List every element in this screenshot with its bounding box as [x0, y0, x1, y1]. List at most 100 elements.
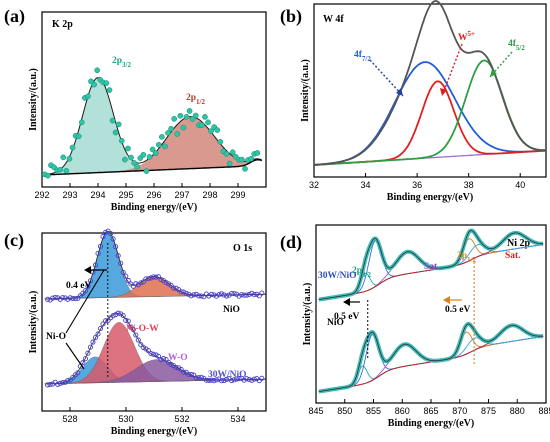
panel-a: 292 293 294 295 296 297 298 299 Binding energy/(…	[4, 6, 267, 213]
wnio-data-point	[120, 312, 126, 319]
nio-data-point	[113, 244, 119, 250]
x-tick-label: 528	[62, 414, 77, 424]
nio-data-point	[249, 290, 255, 296]
nio-data-point	[201, 294, 207, 300]
data-point	[45, 172, 51, 179]
wnio-data-point	[153, 352, 159, 358]
fit-4f52-line	[313, 59, 546, 166]
nio-data-point	[138, 280, 144, 286]
wnio-data-point	[259, 375, 265, 381]
wnio-data-point	[241, 377, 247, 383]
panel-b: 32 34 36 38 40 Binding energy/(eV) Intensity/(…	[280, 0, 547, 203]
nio-data-point	[133, 281, 139, 287]
data-point	[131, 160, 137, 166]
data-point	[122, 156, 128, 163]
data-point	[109, 117, 116, 124]
x-tick-label: 532	[174, 414, 189, 424]
wnio-data-point	[57, 380, 63, 386]
nio-data-point	[181, 289, 187, 295]
nio-data-point	[191, 292, 197, 298]
nio-data-point	[140, 279, 146, 285]
panel-a-title: K 2p	[52, 19, 73, 30]
x-tick-label: 885	[538, 406, 550, 416]
x-tick-label: 38	[464, 180, 474, 190]
nio-data-point	[97, 243, 104, 249]
x-tick-label: 36	[412, 180, 422, 190]
data-point	[162, 143, 168, 150]
nio-data-point	[45, 296, 51, 302]
nio-data-point	[155, 274, 162, 280]
wnio-data-point	[105, 317, 111, 323]
wnio-data-point	[148, 350, 154, 357]
wnio-data-point	[173, 364, 179, 371]
wnio-data-point	[82, 356, 88, 362]
data-point	[143, 168, 150, 174]
label-2p32: 2p3/2	[112, 56, 131, 69]
x-tick-label: 294	[90, 190, 105, 200]
fit-4f72-line	[313, 61, 547, 166]
data-point	[226, 160, 233, 167]
wnio-data-point	[158, 357, 164, 363]
wnio-data-point	[140, 344, 146, 350]
wnio-component-2	[44, 359, 266, 385]
label-30w-nio: 30W/NiO	[208, 370, 247, 380]
nio-data-point	[108, 230, 114, 237]
wnio-data-point	[206, 377, 212, 383]
wnio-data-point	[80, 360, 86, 366]
label-shift: 0.4 eV	[66, 281, 91, 291]
nio-data-point	[80, 290, 86, 296]
baseline-line	[41, 159, 263, 176]
nio-data-point	[50, 295, 56, 301]
x-axis-label: Binding energy/(eV)	[387, 192, 473, 203]
x-tick-label: 865	[423, 406, 438, 416]
data-point	[78, 119, 85, 126]
nio-data-point	[92, 262, 99, 268]
data-point	[180, 124, 187, 131]
data-point	[152, 150, 159, 156]
data-point	[199, 122, 205, 129]
wnio-data-point	[87, 344, 93, 350]
peak-2p12-area	[42, 116, 262, 175]
wnio-data-point	[155, 353, 162, 359]
wnio-data-point	[70, 375, 76, 381]
nio-data-point	[196, 293, 202, 299]
wnio-data-point	[198, 374, 204, 380]
nio-data-point	[77, 293, 83, 299]
data-point	[106, 87, 113, 93]
data-point	[214, 127, 221, 133]
x-tick-label: 880	[510, 406, 525, 416]
arrow-w5-head	[440, 88, 447, 96]
data-point	[165, 130, 171, 136]
nio-data-point	[163, 280, 169, 286]
wnio-data-point	[168, 361, 174, 368]
x-tick-label: 870	[452, 406, 467, 416]
label-ni-o-w: Ni-O-W	[126, 324, 159, 334]
data-point	[171, 116, 178, 122]
x-tick-label: 297	[174, 190, 189, 200]
data-point	[217, 139, 224, 145]
x-tick-label: 530	[118, 414, 133, 424]
nio-data-point	[241, 292, 247, 298]
wnio-data-point	[251, 376, 257, 382]
wnio-data-point	[125, 318, 131, 324]
nio-data-point	[145, 276, 151, 282]
wnio-data-point	[196, 375, 202, 381]
nio-data-point	[229, 290, 235, 297]
nio-envelope	[318, 323, 544, 392]
wnio-data-point	[231, 377, 237, 383]
nio-data-point	[173, 285, 179, 291]
nio-data-point	[62, 295, 68, 301]
label-2p12: 2p1/2	[186, 93, 205, 106]
wnio-data-point	[95, 331, 101, 337]
data-point	[118, 137, 125, 144]
label-shift-1: 0.5 eV	[334, 312, 359, 322]
nio-data-point	[123, 273, 129, 279]
panel-d-title: Ni 2p	[507, 238, 531, 249]
wnio-data-point	[47, 382, 53, 388]
panel-c: 528 530 532 534 Binding energy/(eV) Intensity…	[4, 228, 267, 437]
data-point	[128, 154, 134, 161]
wnio-data-point	[90, 339, 96, 345]
wnio-data-point	[123, 317, 129, 323]
wnio-data-point	[100, 321, 106, 327]
nio-data-point	[231, 291, 237, 297]
